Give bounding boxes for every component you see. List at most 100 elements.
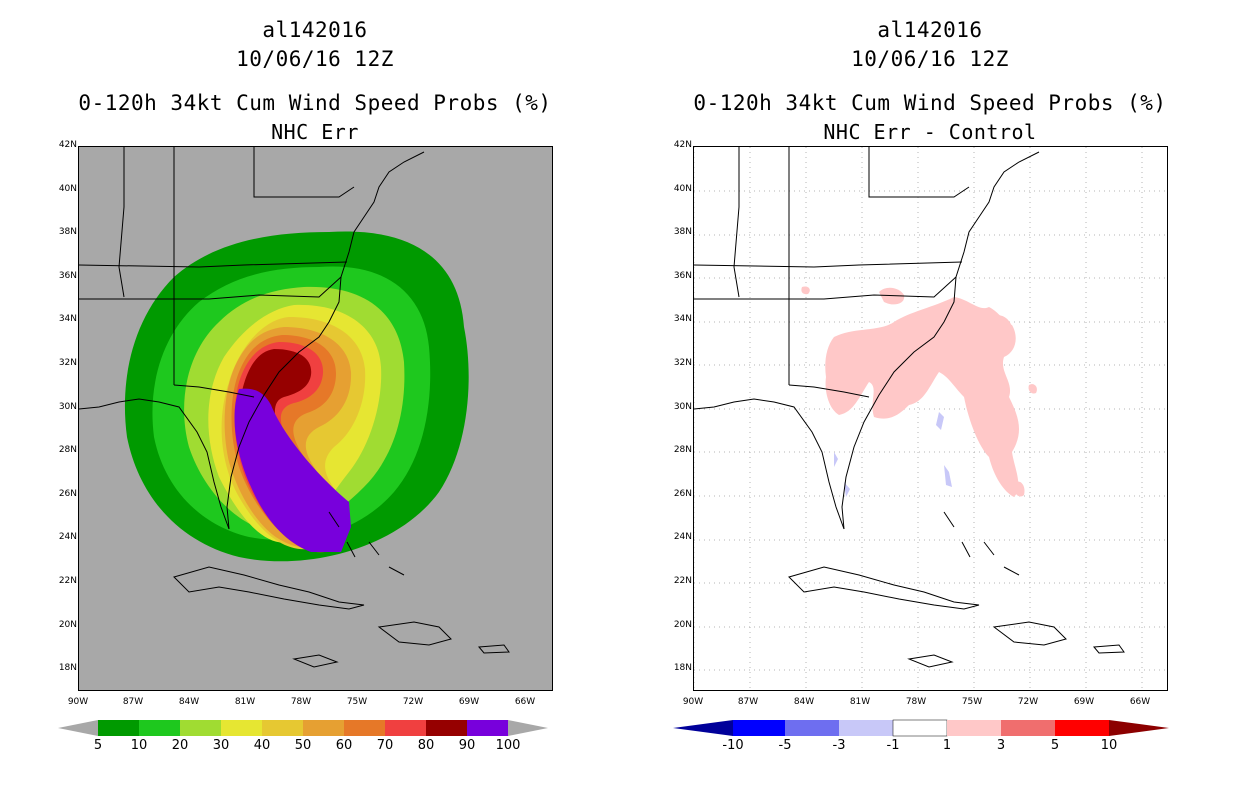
colorbar-swatch [467, 720, 508, 736]
diff-positive-region [1013, 481, 1025, 497]
colorbar-label: 90 [458, 738, 476, 753]
gulf-coast [694, 398, 845, 530]
lat-label: 42N [58, 140, 77, 150]
gulf-coast [79, 398, 230, 530]
colorbar-swatch [733, 720, 785, 736]
colorbar-swatch [221, 720, 262, 736]
colorbar-high-arrow [1109, 720, 1169, 736]
colorbar-high-arrow [508, 720, 548, 736]
map-background [694, 147, 1167, 690]
lat-label: 18N [673, 663, 692, 673]
difference-map [693, 146, 1168, 691]
lon-label: 66W [514, 697, 536, 707]
colorbar-label: 5 [93, 738, 103, 753]
lon-label: 66W [1129, 697, 1151, 707]
colorbar-right [673, 719, 1169, 737]
lon-label: 69W [1073, 697, 1095, 707]
colorbar-low-arrow [673, 720, 733, 736]
colorbar-label: 20 [171, 738, 189, 753]
diff-positive-region [825, 297, 1020, 497]
diff-negative-region [834, 452, 838, 467]
lat-label: 24N [673, 532, 692, 542]
lon-label: 87W [737, 697, 759, 707]
colorbar-label: 60 [335, 738, 353, 753]
colorbar-label: 5 [1050, 738, 1060, 753]
colorbar-label: 3 [996, 738, 1006, 753]
colorbar-label: -3 [832, 738, 846, 753]
lon-label: 84W [178, 697, 200, 707]
state-border-2 [79, 261, 348, 268]
lat-label: 30N [673, 402, 692, 412]
colorbar-left [58, 720, 548, 736]
lon-label: 72W [1017, 697, 1039, 707]
colorbar-swatch [785, 720, 839, 736]
colorbar-label: -10 [722, 738, 744, 753]
colorbar-label: 70 [376, 738, 394, 753]
datetime-title: 10/06/16 12Z [236, 47, 394, 71]
subtitle: NHC Err [271, 120, 359, 144]
contour-90 [234, 388, 351, 552]
jamaica [907, 654, 954, 668]
lat-label: 34N [673, 314, 692, 324]
product-title: 0-120h 34kt Cum Wind Speed Probs (%) [693, 91, 1167, 115]
colorbar-swatch [344, 720, 385, 736]
state-border-5 [118, 147, 125, 298]
state-border-3 [788, 384, 870, 398]
lat-label: 34N [58, 314, 77, 324]
lat-label: 26N [673, 489, 692, 499]
colorbar-swatch [180, 720, 221, 736]
lat-label: 22N [58, 576, 77, 586]
left-panel: al142016 10/06/16 12Z 0-120h 34kt Cum Wi… [15, 0, 615, 800]
lon-label: 78W [290, 697, 312, 707]
lat-label: 38N [673, 227, 692, 237]
state-border-1 [694, 276, 957, 300]
lon-label: 72W [402, 697, 424, 707]
probability-map-graphic [79, 147, 552, 690]
lon-label: 81W [234, 697, 256, 707]
lat-label: 30N [58, 402, 77, 412]
diff-positive-region [989, 315, 1013, 339]
lon-label: 75W [346, 697, 368, 707]
lat-label: 26N [58, 489, 77, 499]
colorbar-swatch [839, 720, 893, 736]
lon-label: 90W [67, 697, 89, 707]
colorbar-low-arrow [58, 720, 98, 736]
colorbar-label: 1 [942, 738, 952, 753]
colorbar-label: 10 [1100, 738, 1118, 753]
state-border-3 [173, 384, 255, 398]
lat-label: 40N [58, 184, 77, 194]
diff-positive-region [1028, 384, 1037, 394]
lat-label: 36N [58, 271, 77, 281]
state-border-1 [79, 276, 342, 300]
diff-negative-region [936, 412, 944, 430]
colorbar-swatch [303, 720, 344, 736]
cuba [788, 566, 980, 610]
difference-map-graphic [694, 147, 1167, 690]
lat-label: 20N [58, 620, 77, 630]
puerto-rico [1092, 644, 1125, 654]
canada-border [868, 147, 970, 198]
bahamas [943, 511, 1020, 576]
lat-label: 18N [58, 663, 77, 673]
hispaniola [377, 621, 452, 646]
colorbar-swatch [892, 719, 948, 737]
jamaica [292, 654, 339, 668]
puerto-rico [477, 644, 510, 654]
colorbar-label: 10 [130, 738, 148, 753]
lat-label: 28N [58, 445, 77, 455]
colorbar-swatch [98, 720, 139, 736]
lon-label: 75W [961, 697, 983, 707]
storm-id-title: al142016 [877, 18, 983, 42]
datetime-title: 10/06/16 12Z [851, 47, 1009, 71]
colorbar-label: 40 [253, 738, 271, 753]
colorbar-label: 30 [212, 738, 230, 753]
us-east-coast [226, 151, 425, 530]
lon-label: 81W [849, 697, 871, 707]
colorbar-label: -1 [886, 738, 900, 753]
diff-negative-region [944, 465, 952, 487]
product-title: 0-120h 34kt Cum Wind Speed Probs (%) [78, 91, 552, 115]
colorbar-swatch [385, 720, 426, 736]
bahamas [328, 511, 405, 576]
colorbar-label: 80 [417, 738, 435, 753]
colorbar-swatch [139, 720, 180, 736]
